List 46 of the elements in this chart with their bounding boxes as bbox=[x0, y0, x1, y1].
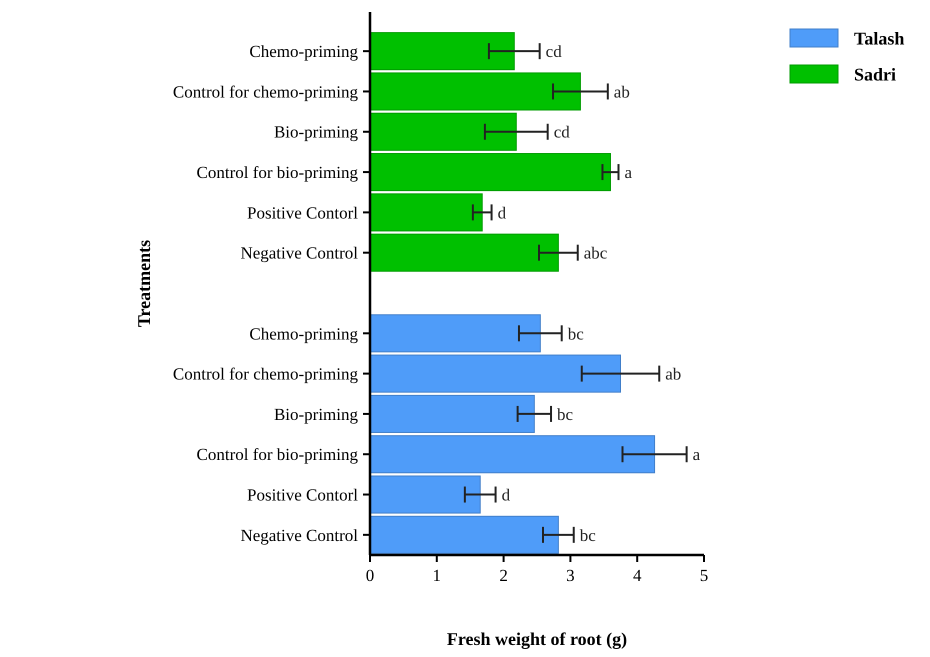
y-tick-label: Negative Control bbox=[240, 526, 358, 545]
bar bbox=[370, 193, 483, 232]
data-label: bc bbox=[580, 526, 596, 545]
bar bbox=[370, 516, 559, 554]
bar bbox=[370, 314, 541, 352]
data-label: a bbox=[692, 445, 701, 464]
y-tick-label: Bio-priming bbox=[274, 122, 358, 142]
bar bbox=[370, 153, 611, 192]
x-tick-label: 3 bbox=[566, 566, 575, 585]
legend-label: Talash bbox=[854, 28, 904, 48]
y-tick-label: Negative Control bbox=[240, 244, 358, 263]
bar bbox=[370, 72, 581, 111]
x-tick-label: 2 bbox=[499, 566, 508, 585]
x-tick-label: 4 bbox=[632, 566, 642, 585]
data-label: ab bbox=[614, 82, 630, 102]
x-axis-title: Fresh weight of root (g) bbox=[446, 629, 628, 649]
data-label: d bbox=[498, 203, 507, 222]
data-label: a bbox=[624, 163, 632, 182]
y-tick-label: Bio-priming bbox=[274, 404, 358, 424]
y-tick-label: Control for chemo-priming bbox=[172, 364, 358, 384]
data-label: cd bbox=[546, 42, 562, 62]
y-tick-label: Control for chemo-priming bbox=[172, 82, 358, 102]
legend-label: Sadri bbox=[854, 64, 896, 84]
data-label: bc bbox=[557, 404, 574, 424]
bar bbox=[370, 32, 515, 70]
data-label: ab bbox=[665, 364, 682, 384]
y-tick-label: Control for bio-priming bbox=[196, 163, 358, 182]
bar bbox=[370, 394, 535, 433]
y-tick-label: Control for bio-priming bbox=[196, 445, 358, 464]
x-tick-label: 0 bbox=[366, 566, 374, 585]
y-tick-label: Chemo-priming bbox=[249, 324, 358, 344]
bar bbox=[370, 435, 656, 474]
data-label: d bbox=[502, 485, 511, 504]
data-label: cd bbox=[554, 122, 570, 142]
bar bbox=[370, 475, 481, 514]
bar bbox=[370, 112, 517, 151]
y-axis-title: Treatments bbox=[134, 240, 154, 328]
y-tick-label: Positive Contorl bbox=[247, 485, 358, 504]
data-label: abc bbox=[584, 244, 608, 263]
y-tick-label: Positive Contorl bbox=[247, 203, 358, 222]
data-label: bc bbox=[568, 324, 584, 344]
x-tick-label: 5 bbox=[700, 566, 708, 585]
y-tick-label: Chemo-priming bbox=[249, 42, 358, 62]
x-tick-label: 1 bbox=[432, 566, 442, 585]
bar bbox=[370, 234, 559, 272]
bar bbox=[370, 354, 621, 393]
